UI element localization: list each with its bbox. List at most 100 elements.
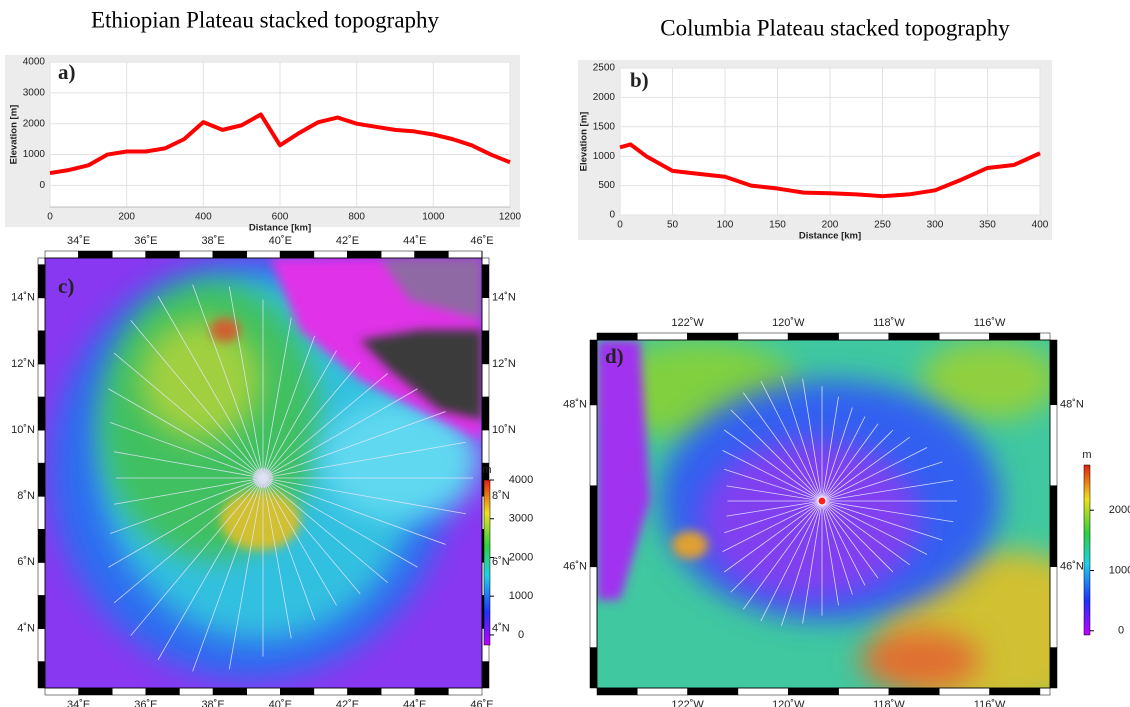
- lon-label: 34˚E: [67, 235, 90, 247]
- frame-segment: [481, 264, 490, 298]
- lat-label: 46˚N: [563, 561, 587, 573]
- map-d-image: [597, 340, 1050, 688]
- colorbar-tick-label: 0: [518, 629, 524, 641]
- frame-segment: [145, 687, 180, 696]
- lat-label: 8˚N: [17, 490, 35, 502]
- frame-segment: [989, 332, 1041, 341]
- x-tick-label: 250: [874, 220, 891, 231]
- panel-label: a): [58, 60, 76, 84]
- frame-segment: [1049, 485, 1058, 567]
- frame-segment: [246, 250, 281, 259]
- lon-label: 120˚W: [772, 317, 805, 329]
- colorbar-tick-label: 2000: [509, 551, 533, 563]
- frame-segment: [280, 250, 315, 259]
- frame-segment: [1049, 566, 1058, 648]
- colorbar-tick-label: 1000: [1109, 564, 1130, 576]
- y-tick-label: 4000: [23, 57, 46, 68]
- y-tick-label: 500: [598, 180, 615, 191]
- frame-segment: [414, 687, 449, 696]
- x-tick-label: 1200: [499, 212, 522, 223]
- lon-label: 122˚W: [671, 699, 704, 707]
- frame-segment: [347, 687, 382, 696]
- x-tick-label: 200: [118, 212, 135, 223]
- map-frame: [596, 339, 1051, 689]
- lat-label: 48˚N: [1060, 399, 1084, 411]
- frame-segment: [111, 250, 147, 259]
- lat-label: 12˚N: [11, 358, 35, 370]
- y-tick-label: 1500: [593, 121, 616, 132]
- frame-segment: [78, 687, 113, 696]
- frame-segment: [939, 332, 990, 341]
- lat-label: 6˚N: [492, 556, 510, 568]
- panel-label: b): [630, 68, 649, 92]
- frame-segment: [989, 687, 1041, 696]
- frame-segment: [37, 297, 46, 332]
- panel-label: c): [58, 274, 74, 298]
- frame-segment: [1049, 404, 1058, 486]
- lon-label: 42˚E: [336, 699, 359, 707]
- frame-segment: [212, 687, 247, 696]
- frame-segment: [280, 687, 315, 696]
- frame-segment: [37, 595, 46, 629]
- frame-segment: [1039, 332, 1051, 341]
- frame-segment: [481, 330, 490, 365]
- y-axis-title: Elevation [m]: [9, 105, 20, 165]
- x-axis-title: Distance [km]: [799, 231, 861, 242]
- colorbar-tick-label: 4000: [509, 474, 533, 486]
- lon-label: 38˚E: [201, 699, 224, 707]
- mean-profile: [619, 142, 1041, 199]
- y-tick-label: 2000: [593, 92, 616, 103]
- lon-label: 44˚E: [403, 699, 426, 707]
- y-axis-title: Elevation [m]: [579, 112, 590, 172]
- colorbar: [1083, 464, 1091, 636]
- frame-segment: [37, 462, 46, 497]
- lon-label: 36˚E: [134, 699, 157, 707]
- frame-segment: [380, 687, 416, 696]
- frame-segment: [179, 687, 214, 696]
- frame-segment: [246, 687, 281, 696]
- frame-segment: [589, 485, 598, 567]
- x-axis-title: Distance [km]: [249, 223, 311, 234]
- colorbar-label: m: [482, 464, 491, 476]
- x-tick-label: 0: [617, 220, 623, 231]
- frame-segment: [838, 332, 890, 341]
- lon-label: 44˚E: [403, 235, 426, 247]
- frame-segment: [111, 687, 147, 696]
- frame-segment: [481, 297, 490, 332]
- colorbar: [483, 479, 491, 646]
- frame-segment: [448, 250, 483, 259]
- lat-label: 8˚N: [492, 490, 510, 502]
- frame-segment: [788, 332, 839, 341]
- frame-segment: [37, 429, 46, 464]
- frame-segment: [37, 495, 46, 530]
- x-tick-label: 150: [769, 220, 786, 231]
- lat-label: 48˚N: [563, 399, 587, 411]
- frame-segment: [481, 257, 490, 265]
- frame-segment: [448, 687, 483, 696]
- x-tick-label: 350: [979, 220, 996, 231]
- lon-label: 116˚W: [974, 317, 1006, 329]
- frame-segment: [737, 332, 789, 341]
- lat-label: 4˚N: [17, 622, 35, 634]
- colorbar-label: m: [1082, 449, 1091, 461]
- frame-segment: [37, 528, 46, 563]
- lon-label: 36˚E: [134, 235, 157, 247]
- x-tick-label: 800: [348, 212, 365, 223]
- y-tick-label: 0: [609, 210, 615, 221]
- lon-label: 46˚E: [470, 699, 493, 707]
- x-tick-label: 300: [927, 220, 944, 231]
- lon-label: 122˚W: [671, 317, 704, 329]
- mean-profile: [49, 112, 511, 176]
- panel-label: d): [605, 344, 624, 368]
- frame-segment: [347, 250, 382, 259]
- frame-segment: [44, 250, 79, 259]
- frame-segment: [637, 687, 688, 696]
- frame-segment: [414, 250, 449, 259]
- frame-segment: [37, 257, 46, 265]
- lat-label: 6˚N: [17, 556, 35, 568]
- frame-segment: [481, 429, 490, 464]
- chart-title: Ethiopian Plateau stacked topography: [91, 7, 440, 32]
- frame-segment: [179, 250, 214, 259]
- lon-label: 40˚E: [269, 699, 292, 707]
